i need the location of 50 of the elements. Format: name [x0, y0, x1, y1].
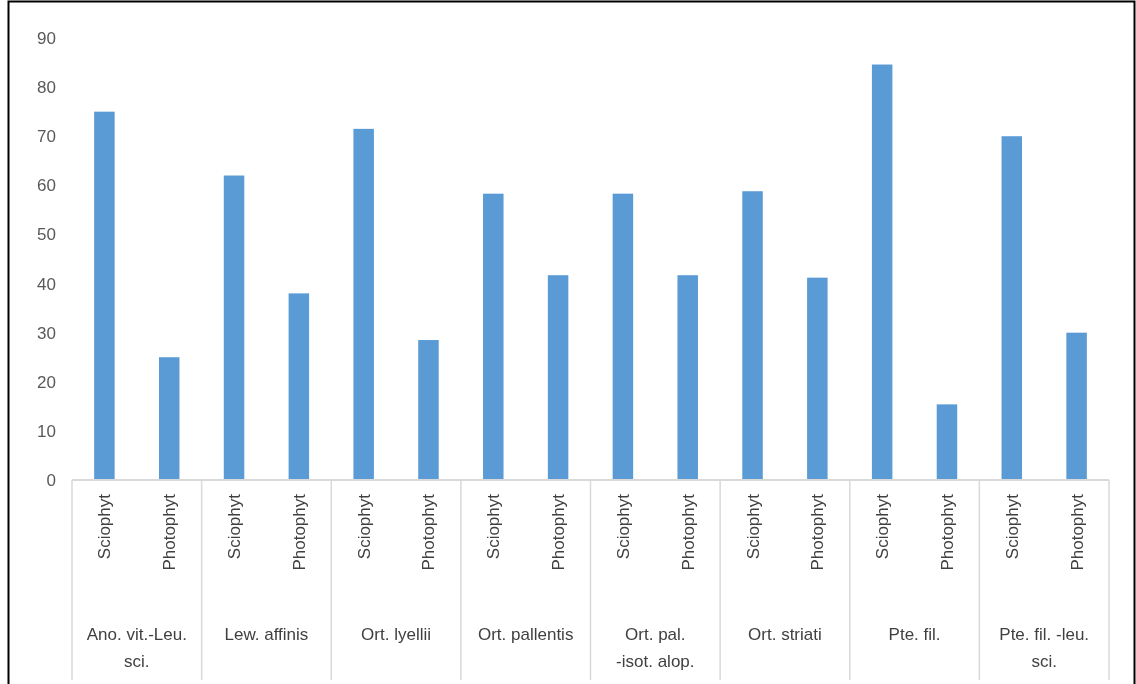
bar [288, 293, 310, 480]
x-tick-label: Sciophyt [225, 493, 245, 560]
text: Pte. fil. [888, 625, 941, 644]
text: Ort. pal. -isot. alop. [616, 625, 695, 671]
bar [871, 64, 893, 480]
text: Ort. pallentis [477, 625, 574, 644]
bar [1066, 332, 1087, 480]
y-tick-label: 80 [37, 78, 56, 98]
x-tick-label: Sciophyt [484, 493, 504, 560]
x-tick-label: Photophyt [549, 493, 569, 571]
x-tick-label: Sciophyt [873, 493, 893, 560]
x-tick-label: Sciophyt [354, 493, 374, 560]
x-tick-label: Sciophyt [1002, 493, 1022, 560]
x-tick-label: Sciophyt [743, 493, 763, 560]
y-tick-label: 30 [37, 323, 56, 343]
text: Lew. affinis [224, 625, 309, 644]
y-tick-label: 60 [37, 176, 56, 196]
text: Ort. striati [748, 625, 822, 644]
x-tick-label: Photophyt [678, 493, 698, 571]
bar [223, 175, 245, 480]
text: Pte. fil. -leu. sci. [999, 625, 1090, 671]
x-tick-label: Sciophyt [95, 493, 115, 560]
y-tick-label: 0 [46, 470, 56, 490]
x-tick-label: Photophyt [160, 493, 180, 571]
bar [936, 404, 958, 480]
x-tick-label: Photophyt [808, 493, 828, 571]
bar [807, 277, 828, 480]
text: Ort. lyellii [361, 625, 432, 644]
bar [353, 128, 374, 480]
bar [742, 191, 763, 480]
bar [1001, 136, 1023, 480]
text: Ano. vit.-Leu. sci. [86, 625, 187, 671]
bar [483, 193, 504, 480]
y-tick-label: 90 [37, 28, 56, 48]
y-tick-label: 40 [37, 274, 56, 294]
bar [612, 193, 634, 480]
x-tick-label: Photophyt [289, 493, 309, 571]
bar [677, 275, 698, 480]
y-tick-label: 50 [37, 225, 56, 245]
x-tick-label: Photophyt [419, 493, 439, 571]
x-tick-label: Photophyt [937, 493, 957, 571]
bar [418, 340, 439, 480]
bar [547, 275, 569, 480]
x-tick-label: Photophyt [1067, 493, 1087, 571]
bar [158, 357, 180, 480]
x-tick-label: Sciophyt [613, 493, 633, 560]
y-tick-label: 10 [37, 421, 56, 441]
bar [94, 111, 115, 480]
y-tick-label: 20 [37, 372, 56, 392]
y-tick-label: 70 [37, 127, 56, 147]
